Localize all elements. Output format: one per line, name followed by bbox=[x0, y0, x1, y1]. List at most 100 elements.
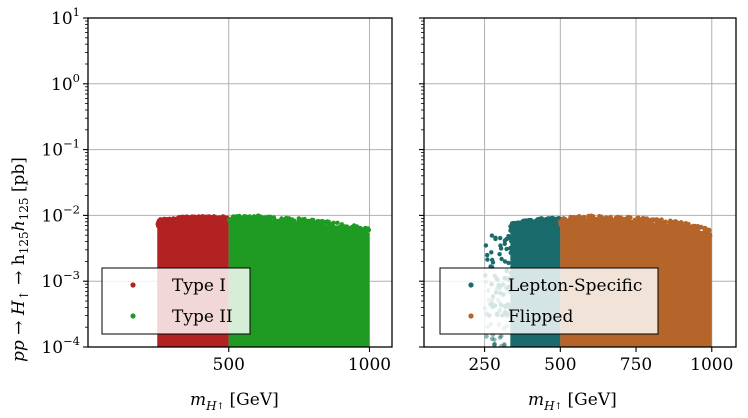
scatter-point-flipped bbox=[604, 216, 609, 221]
scatter-point-lepton-specific bbox=[492, 337, 497, 342]
xlabel-m-left: m bbox=[190, 390, 206, 410]
scatter-point-lepton-specific bbox=[514, 226, 520, 231]
legend-marker-type-i bbox=[130, 282, 136, 288]
scatter-point-type-i bbox=[180, 219, 186, 224]
scatter-point-flipped bbox=[560, 216, 565, 222]
panel-right: 250 500 750 1000 Lepton-Specific Flipped mH… bbox=[419, 17, 737, 413]
scatter-point-type-ii bbox=[366, 227, 372, 233]
scatter-point-lepton-specific bbox=[506, 260, 511, 266]
xlabel-unit-right: [GeV] bbox=[562, 390, 617, 410]
scatter-point-lepton-specific bbox=[502, 241, 507, 246]
scatter-point-lepton-specific bbox=[539, 220, 545, 225]
scatter-point-flipped bbox=[574, 220, 580, 225]
scatter-point-type-i bbox=[174, 222, 180, 227]
y-axis-label: pp → H↑ → h125h125 [pb] bbox=[9, 157, 31, 362]
scatter-point-type-i bbox=[185, 214, 190, 220]
scatter-point-flipped bbox=[597, 214, 602, 219]
scatter-point-type-ii bbox=[320, 224, 325, 229]
scatter-point-flipped bbox=[614, 218, 619, 223]
scatter-point-type-i bbox=[177, 216, 182, 221]
scatter-point-lepton-specific bbox=[520, 225, 525, 231]
scatter-point-lepton-specific bbox=[508, 228, 513, 233]
scatter-point-type-i bbox=[160, 223, 165, 228]
scatter-point-flipped bbox=[558, 222, 563, 228]
scatter-point-lepton-specific bbox=[552, 223, 558, 228]
x-axis-label-left: mH↑ [GeV] bbox=[190, 390, 279, 413]
scatter-point-type-ii bbox=[251, 214, 257, 219]
scatter-point-type-ii bbox=[335, 220, 340, 225]
ylabel-part-b: → h bbox=[9, 254, 29, 290]
scatter-point-flipped bbox=[679, 227, 685, 232]
scatter-body-type-ii bbox=[228, 219, 370, 347]
scatter-point-flipped bbox=[593, 216, 598, 222]
xlabel-unit-left: [GeV] bbox=[224, 390, 279, 410]
scatter-point-lepton-specific bbox=[508, 250, 513, 255]
scatter-point-flipped bbox=[600, 216, 606, 221]
ticks-right: 250 500 750 1000 bbox=[419, 17, 733, 375]
scatter-point-type-i bbox=[197, 221, 203, 226]
scatter-points-left bbox=[155, 213, 372, 347]
scatter-point-flipped bbox=[686, 221, 691, 227]
xlabel-subsub-right: ↑ bbox=[555, 402, 563, 412]
xlabel-subsub-left: ↑ bbox=[217, 402, 225, 412]
scatter-point-lepton-specific bbox=[509, 246, 514, 252]
scatter-point-lepton-specific bbox=[502, 343, 507, 347]
scatter-point-flipped bbox=[673, 225, 679, 231]
scatter-point-type-ii bbox=[299, 220, 305, 226]
scatter-point-flipped bbox=[692, 224, 697, 230]
scatter-point-type-ii bbox=[268, 220, 274, 225]
scatter-point-type-ii bbox=[258, 221, 263, 226]
scatter-point-lepton-specific bbox=[513, 220, 519, 226]
tick-label-y-1: 10−3 bbox=[41, 268, 80, 292]
scatter-point-type-ii bbox=[272, 217, 278, 223]
legend-label-lepton-specific: Lepton-Specific bbox=[508, 276, 642, 296]
scatter-point-type-i bbox=[155, 221, 160, 227]
scatter-point-flipped bbox=[640, 215, 646, 221]
scatter-point-flipped bbox=[672, 222, 677, 227]
scatter-point-type-ii bbox=[236, 220, 242, 225]
tick-label-x-right-500: 500 bbox=[544, 355, 576, 375]
scatter-point-flipped bbox=[586, 213, 591, 219]
scatter-point-flipped bbox=[702, 225, 708, 231]
scatter-point-type-ii bbox=[246, 217, 252, 222]
scatter-point-lepton-specific bbox=[492, 342, 497, 347]
scatter-point-flipped bbox=[592, 220, 597, 225]
legend-marker-lepton-specific bbox=[468, 282, 474, 288]
legend-box-left bbox=[101, 267, 251, 335]
scatter-point-lepton-specific bbox=[502, 259, 508, 264]
axes-frame-right bbox=[423, 17, 737, 348]
scatter-point-type-ii bbox=[304, 219, 310, 225]
legend-marker-flipped bbox=[468, 313, 474, 319]
tick-label-y-0: 10−4 bbox=[41, 334, 80, 358]
scatter-point-type-ii bbox=[342, 224, 348, 229]
scatter-point-lepton-specific bbox=[499, 333, 504, 339]
scatter-point-flipped bbox=[647, 222, 653, 227]
scatter-point-lepton-specific bbox=[510, 222, 515, 227]
scatter-point-lepton-specific bbox=[546, 220, 551, 225]
scatter-point-flipped bbox=[650, 218, 656, 223]
tick-label-x-right-1000: 1000 bbox=[690, 355, 733, 375]
tick-label-y-3: 10−1 bbox=[41, 137, 80, 161]
scatter-point-flipped bbox=[622, 219, 627, 224]
scatter-point-lepton-specific bbox=[485, 257, 490, 262]
scatter-point-type-ii bbox=[284, 215, 289, 221]
scatter-point-lepton-specific bbox=[498, 235, 503, 241]
tick-label-y-4: 100 bbox=[51, 71, 80, 95]
legend-left: Type I Type II bbox=[101, 267, 251, 335]
scatter-point-type-i bbox=[196, 214, 202, 220]
ylabel-part-a-sub: ↑ bbox=[17, 290, 31, 300]
scatter-point-flipped bbox=[677, 221, 682, 226]
scatter-point-flipped bbox=[660, 220, 666, 225]
scatter-point-lepton-specific bbox=[485, 252, 490, 258]
scatter-point-flipped bbox=[707, 233, 713, 238]
scatter-point-type-ii bbox=[227, 217, 233, 222]
axes-frame-left bbox=[87, 17, 393, 348]
scatter-point-lepton-specific bbox=[484, 334, 489, 339]
scatter-point-type-ii bbox=[316, 219, 321, 224]
scatter-point-type-ii bbox=[347, 228, 352, 233]
scatter-point-type-i bbox=[160, 218, 165, 223]
scatter-point-flipped bbox=[633, 218, 638, 223]
scatter-point-type-ii bbox=[306, 222, 312, 228]
legend-box-right bbox=[439, 267, 659, 335]
